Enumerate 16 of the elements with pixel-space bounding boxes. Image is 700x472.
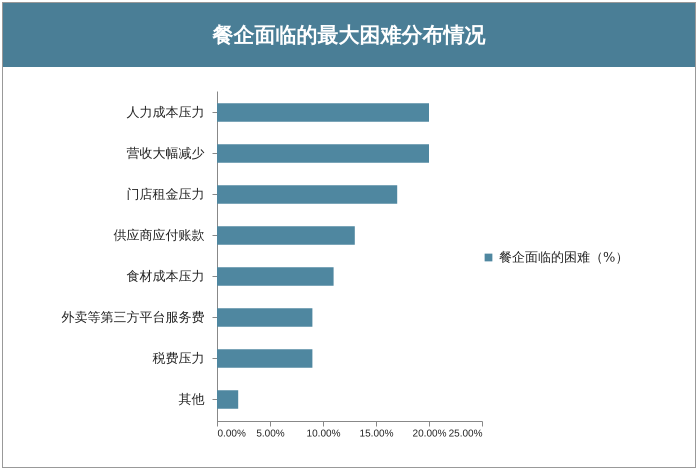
y-tick-label: 食材成本压力 (126, 269, 204, 284)
y-tick-label: 人力成本压力 (126, 106, 204, 121)
legend-label: 餐企面临的困难（%） (499, 250, 628, 266)
x-tick-label: 0.00% (218, 428, 246, 440)
x-tick-label: 15.00% (360, 428, 394, 440)
x-tick-label: 5.00% (256, 428, 285, 440)
y-tick-label: 供应商应付账款 (114, 228, 204, 244)
y-tick-label: 外卖等第三方平台服务费 (62, 309, 204, 326)
y-tick-label: 其他 (178, 392, 204, 408)
chart-title: 餐企面临的最大困难分布情况 (3, 3, 695, 67)
x-tick-label: 20.00% (412, 428, 447, 440)
y-tick-label: 营收大幅减少 (126, 146, 204, 162)
y-tick-label: 税费压力 (152, 351, 204, 366)
x-tick-label: 25.00% (448, 428, 483, 440)
y-tick-label: 门店租金压力 (126, 186, 204, 203)
x-tick-label: 10.00% (306, 428, 341, 440)
